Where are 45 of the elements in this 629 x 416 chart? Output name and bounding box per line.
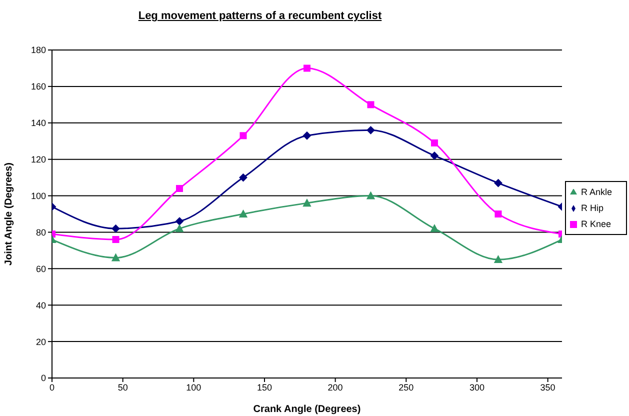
y-tick-label: 100 (30, 190, 46, 201)
x-tick-label: 50 (118, 382, 128, 392)
y-tick-label: 0 (40, 373, 46, 384)
point (240, 132, 247, 140)
y-tick-label: 40 (36, 300, 46, 310)
point (430, 152, 438, 160)
y-tick-label: 160 (30, 82, 46, 92)
point (302, 199, 311, 207)
legend-label: R Hip (580, 203, 604, 213)
point (112, 236, 120, 244)
point (175, 224, 184, 232)
y-tick-label: 180 (30, 45, 46, 56)
y-tick-label: 120 (30, 154, 46, 165)
point (494, 256, 502, 264)
y-tick-label: 140 (30, 118, 46, 128)
point (303, 64, 310, 72)
x-tick-label: 100 (186, 382, 202, 392)
y-axis-title: Joint Angle (Degrees) (4, 162, 15, 266)
x-tick-label: 350 (540, 382, 556, 392)
point (430, 139, 438, 146)
y-tick-label: 60 (36, 264, 46, 274)
point (302, 132, 311, 140)
x-tick-label: 200 (328, 382, 343, 392)
legend-label: R Knee (580, 219, 611, 229)
y-tick-label: 20 (36, 336, 46, 347)
point (494, 210, 502, 218)
chart-title: Leg movement patterns of a recumbent cyclist (137, 10, 383, 22)
x-tick-label: 150 (256, 382, 272, 392)
y-tick-label: 80 (36, 227, 46, 238)
point (239, 174, 248, 182)
point (366, 126, 375, 134)
point (239, 210, 248, 218)
x-tick-label: 0 (49, 382, 55, 392)
point (112, 224, 120, 233)
point (430, 224, 438, 232)
x-axis-title: Crank Angle (Degrees) (253, 404, 361, 415)
point (112, 254, 120, 262)
point (367, 101, 374, 108)
point (494, 179, 502, 188)
x-tick-label: 250 (398, 382, 414, 392)
x-tick-label: 300 (469, 382, 484, 392)
point (176, 184, 183, 192)
legend-label: R Ankle (580, 187, 612, 197)
point (175, 217, 184, 226)
point (366, 192, 375, 200)
